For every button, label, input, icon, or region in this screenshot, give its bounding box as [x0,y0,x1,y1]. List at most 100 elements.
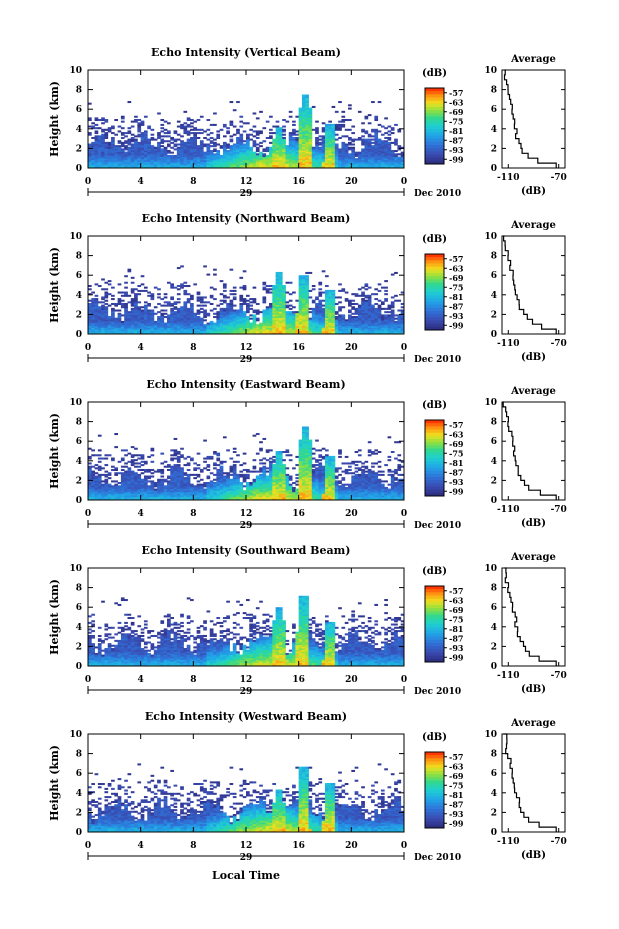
heatmap-cell [298,143,303,146]
heatmap-cell [371,153,375,156]
heatmap-cell [361,148,365,151]
heatmap-cell [134,459,138,462]
heatmap-cell [150,498,155,501]
heatmap-cell [246,316,250,319]
heatmap-cell [265,154,270,157]
heatmap-cell [101,486,105,489]
heatmap-cell [190,125,194,128]
heatmap-cell [397,316,402,319]
heatmap-cell [147,468,151,471]
colorbar-tick-label: -87 [449,135,463,145]
heatmap-cell [186,327,191,330]
heatmap-cell [315,316,319,319]
heatmap-cell [321,156,326,159]
heatmap-cell [190,459,194,462]
heatmap-cell [190,491,194,494]
heatmap-cell [104,145,109,148]
heatmap-cell [328,143,332,146]
heatmap-cell [269,115,273,118]
heatmap-cell [285,164,290,167]
heatmap-cell [199,490,204,493]
heatmap-cell [295,159,300,162]
heatmap-cell [193,493,198,496]
heatmap-cell [328,325,332,328]
heatmap-cell [209,488,214,491]
heatmap-cell [124,146,128,149]
heatmap-cell [338,327,342,330]
heatmap-cell [104,133,109,136]
heatmap-cell [127,317,132,320]
heatmap-cell [301,285,306,288]
heatmap-cell [107,329,112,332]
heatmap-cell [209,154,214,157]
heatmap-cell [140,490,145,493]
heatmap-cell [170,495,174,498]
heatmap-cell [242,164,247,167]
heatmap-cell [173,480,178,483]
heatmap-cell [120,299,125,302]
heatmap-cell [239,140,244,143]
heatmap-cell [222,151,227,154]
heatmap-cell [344,299,349,302]
heatmap-cell [275,294,280,297]
heatmap-cell [140,317,145,320]
heatmap-cell [282,288,286,291]
heatmap-cell [137,122,142,125]
heatmap-cell [94,135,99,138]
heatmap-cell [143,322,148,325]
heatmap-cell [134,166,138,169]
heatmap-cell [88,151,92,154]
heatmap-cell [134,153,138,156]
heatmap-cell [278,166,283,169]
heatmap-cell [173,330,178,333]
heatmap-cell [88,322,92,325]
heatmap-cell [265,312,270,315]
heatmap-cell [282,320,286,323]
heatmap-cell [160,491,165,494]
heatmap-cell [222,143,227,146]
heatmap-cell [219,163,224,166]
heatmap-cell [387,158,392,161]
heatmap-cell [94,486,99,489]
heatmap-cell [387,317,392,320]
heatmap-cell [167,498,171,501]
heatmap-cell [94,140,99,143]
heatmap-cell [308,143,313,146]
heatmap-cell [222,327,227,330]
heatmap-cell [390,128,395,131]
heatmap-cell [157,153,161,156]
heatmap-cell [111,298,115,301]
heatmap-cell [199,329,204,332]
heatmap-cell [272,161,277,164]
heatmap-cell [176,288,181,291]
heatmap-cell [216,482,221,485]
heatmap-cell [308,114,313,117]
heatmap-cell [246,319,250,322]
heatmap-cell [305,122,309,125]
heatmap-cell [321,314,326,317]
heatmap-cell [226,473,230,476]
heatmap-cell [226,314,230,317]
heatmap-cell [176,332,181,335]
heatmap-cell [259,311,263,314]
heatmap-cell [351,159,356,162]
heatmap-cell [91,478,95,481]
heatmap-cell [124,158,128,161]
heatmap-cell [213,324,217,327]
heatmap-cell [167,329,171,332]
heatmap-cell [209,330,214,333]
heatmap-cell [203,491,207,494]
heatmap-cell [361,291,365,294]
heatmap-cell [222,330,227,333]
heatmap-cell [173,475,178,478]
heatmap-cell [275,317,280,320]
heatmap-cell [305,153,309,156]
heatmap-cell [226,311,230,314]
heatmap-cell [305,107,309,110]
heatmap-cell [190,140,194,143]
heatmap-cell [153,485,158,488]
heatmap-cell [239,324,244,327]
heatmap-cell [153,491,158,494]
heatmap-cell [190,320,194,323]
heatmap-cell [199,495,204,498]
